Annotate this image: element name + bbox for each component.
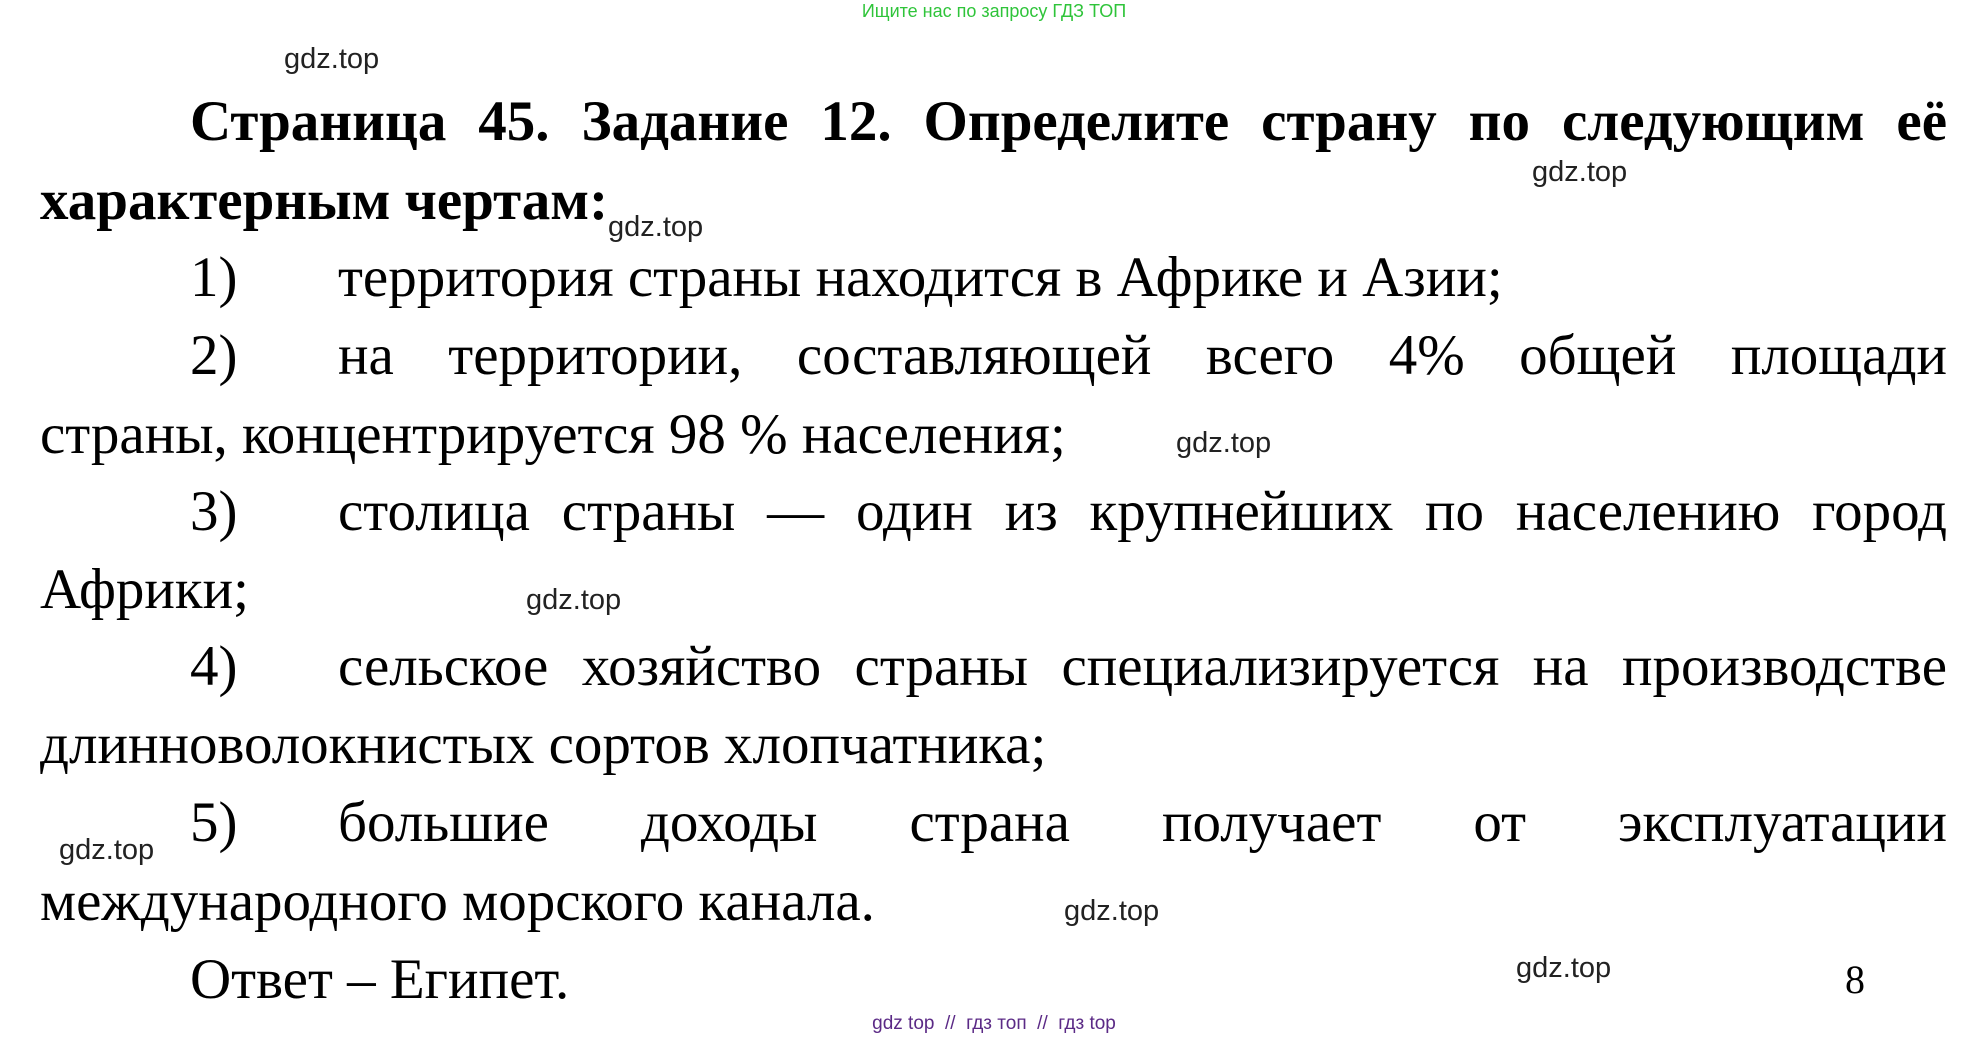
item-number: 4) (190, 635, 238, 698)
item-text: большие доходы страна получает от эксплу… (338, 791, 1947, 854)
watermark: gdz.top (526, 584, 622, 616)
footer-links[interactable]: gdz top // гдз топ // гдз top (872, 1013, 1116, 1034)
title-line-1: Страница 45. Задание 12. Определите стра… (190, 90, 1947, 153)
answer: Ответ – Египет. (190, 948, 570, 1011)
item-text-cont: страны, концентрируется 98 % населения; (40, 403, 1066, 466)
top-banner[interactable]: Ищите нас по запросу ГДЗ ТОП (861, 1, 1127, 21)
watermark: gdz.top (1064, 895, 1160, 927)
watermark: gdz.top (59, 834, 155, 866)
item-number: 5) (190, 791, 238, 854)
page-number: 8 (1845, 957, 1865, 1002)
item-text: территория страны находится в Африке и А… (338, 246, 1503, 309)
item-text-cont: международного морского канала. (40, 870, 875, 933)
item-text-cont: длинноволокнистых сортов хлопчатника; (40, 713, 1047, 776)
item-text: сельское хозяйство страны специализирует… (338, 635, 1947, 698)
watermark: gdz.top (1176, 427, 1272, 459)
watermark: gdz.top (1516, 952, 1612, 984)
item-number: 1) (190, 246, 238, 309)
item-number: 3) (190, 480, 238, 543)
item-text: столица страны — один из крупнейших по н… (338, 480, 1947, 543)
watermark: gdz.top (608, 211, 704, 243)
item-text: на территории, составляющей всего 4% общ… (338, 324, 1947, 387)
watermark: gdz.top (284, 43, 380, 75)
watermark: gdz.top (1532, 156, 1628, 188)
item-text-cont: Африки; (40, 558, 249, 621)
title-line-2: характерным чертам: (40, 169, 609, 232)
item-number: 2) (190, 324, 238, 387)
